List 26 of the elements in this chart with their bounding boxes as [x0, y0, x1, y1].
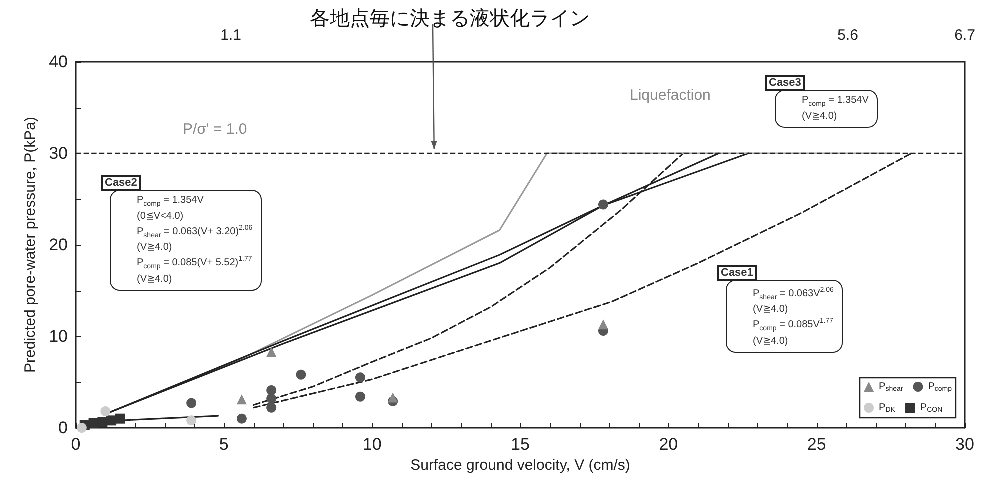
y-tick-label: 40: [49, 52, 68, 72]
x-tick-label: 5: [219, 435, 229, 454]
annotation: P$_{comp}$ = 1.354V (V≧4.0): [775, 90, 878, 128]
annotation: Case1: [717, 265, 758, 281]
x-tick-label: 20: [659, 435, 678, 454]
y-axis-title: Predicted pore-water pressure, P(kPa): [22, 117, 39, 373]
x-tick-label: 10: [362, 435, 382, 454]
text: 6.7: [954, 27, 976, 44]
annotation: 各地点毎に決まる液状化ライン: [310, 6, 590, 30]
text: P$_{comp}$ = 1.354V (0≦V<4.0) P$_{shear}$ = 0.063(V+ 3.20)$^{2.06}$ (V≧4.0) P$_{comp}$ = 0.085(V+ 5.52)$^{1.77}$ (V≧4.0): [137, 195, 253, 285]
annotation: Liquefaction: [630, 87, 711, 104]
text: 1.1: [220, 27, 242, 44]
text: P$_{shear}$ = 0.063V$^{2.06}$ (V≧4.0) P$_{comp}$ = 0.085V$^{1.77}$ (V≧4.0): [753, 287, 834, 347]
x-tick-label: 30: [956, 435, 974, 454]
x-tick-label: 25: [807, 435, 826, 454]
text: 5.6: [838, 27, 858, 44]
y-tick-label: 0: [58, 418, 68, 438]
x-tick-label: 0: [71, 435, 81, 454]
x-tick-label: 15: [511, 435, 530, 454]
annotation: P/σ' = 1.0: [183, 121, 248, 138]
annotation: Case3: [765, 75, 806, 91]
x-axis-title: Surface ground velocity, V (cm/s): [410, 456, 630, 474]
annotation: Case2: [101, 175, 142, 191]
y-tick-label: 10: [49, 327, 68, 346]
y-tick-label: 30: [49, 144, 68, 163]
y-tick-label: 20: [49, 236, 68, 254]
